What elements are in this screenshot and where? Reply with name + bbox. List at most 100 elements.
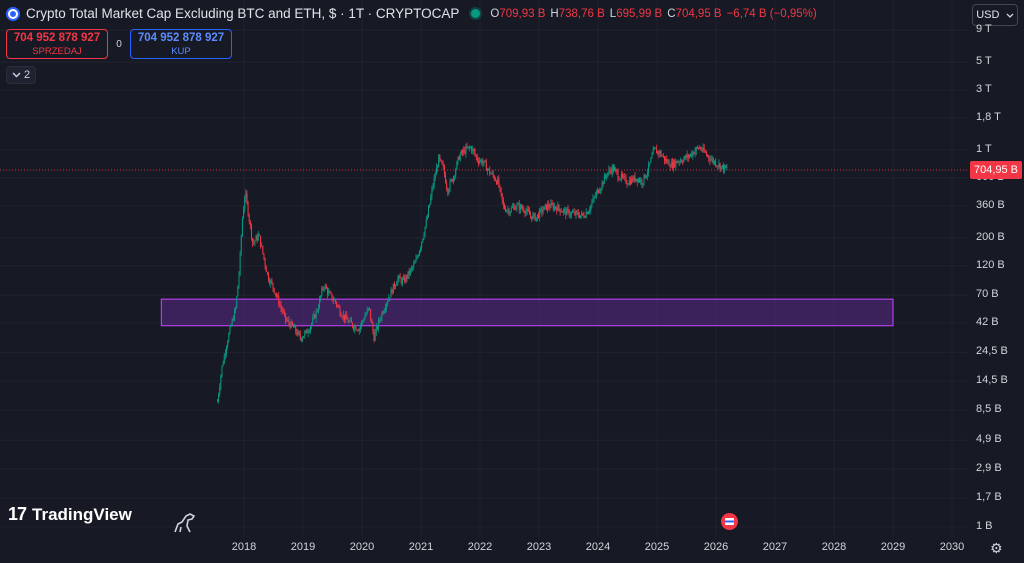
x-tick-label: 2025 [644, 541, 670, 553]
candle [429, 203, 431, 208]
candle [573, 208, 575, 213]
candle [433, 173, 435, 189]
candle [656, 144, 658, 154]
candle-body [332, 299, 334, 301]
candle-body [279, 304, 281, 306]
candle [715, 158, 717, 168]
candle [604, 173, 606, 180]
candle-body [388, 297, 390, 302]
candle [298, 330, 300, 336]
candle-body [288, 319, 290, 324]
candle [269, 277, 271, 286]
candle-body [355, 326, 357, 331]
candle [488, 168, 490, 171]
candle [513, 202, 515, 210]
candle-body [226, 347, 228, 354]
candle-body [391, 289, 393, 294]
candle [395, 284, 397, 290]
candle [348, 319, 350, 324]
candle-body [306, 329, 308, 334]
candle [412, 265, 414, 272]
candle [722, 162, 724, 174]
candle [584, 215, 586, 219]
economic-event-flag-icon[interactable] [721, 513, 738, 530]
candle-body [237, 285, 239, 297]
candle-body [657, 151, 659, 154]
candle-body [252, 238, 254, 243]
candle-body [465, 146, 467, 154]
candle [454, 174, 456, 182]
candle [465, 143, 467, 158]
candle-body [233, 310, 235, 321]
candle-body [350, 319, 352, 323]
symbol-title[interactable]: Crypto Total Market Cap Excluding BTC an… [26, 6, 460, 21]
candle [691, 150, 693, 158]
indicators-collapse-button[interactable]: 2 [6, 66, 36, 84]
currency-selector[interactable]: USD [972, 4, 1018, 26]
candle [524, 210, 526, 218]
candle-body [700, 147, 702, 150]
candle-body [708, 155, 710, 159]
candle-body [488, 168, 490, 170]
candle [719, 162, 721, 173]
gear-icon[interactable]: ⚙ [990, 540, 1003, 556]
candle [324, 283, 326, 291]
candle-body [403, 277, 405, 280]
y-tick-label: 1,7 B [976, 491, 1002, 504]
candle-body [477, 160, 479, 163]
candle-body [591, 202, 593, 206]
candle-body [694, 150, 696, 155]
candle [522, 204, 524, 212]
candle [684, 155, 686, 161]
candle [370, 308, 372, 322]
candle [456, 160, 458, 170]
candle [679, 157, 681, 164]
candle [229, 324, 231, 335]
y-tick-label: 1 B [976, 520, 993, 532]
tradingview-logo[interactable]: 17 TradingView [8, 504, 132, 525]
candle-body [415, 258, 417, 263]
candle-body [330, 292, 332, 294]
candle-body [327, 288, 329, 295]
support-zone-rectangle[interactable] [160, 298, 894, 327]
candle-body [483, 160, 485, 163]
candle [380, 315, 382, 323]
candle-body [253, 242, 255, 244]
candle-body [424, 226, 426, 235]
candle-body [455, 169, 457, 176]
buy-button[interactable]: 704 952 878 927 KUP [130, 29, 232, 59]
candle [602, 181, 604, 188]
candle-body [309, 326, 311, 331]
sell-button[interactable]: 704 952 878 927 SPRZEDAJ [6, 29, 108, 59]
candle [286, 317, 288, 322]
candle-body [679, 160, 681, 163]
candle [265, 265, 267, 273]
y-tick-label: 2,9 B [976, 461, 1002, 474]
candle [445, 171, 447, 184]
y-tick-label: 1,8 T [976, 110, 1001, 123]
cryptocap-icon[interactable] [6, 6, 20, 21]
candle [322, 285, 324, 292]
candle [220, 374, 222, 391]
candle-body [323, 288, 325, 289]
candle [705, 150, 707, 157]
candle [525, 207, 527, 216]
candle [700, 146, 702, 152]
candle-body [485, 162, 487, 171]
candle [327, 286, 329, 299]
candle-body [298, 331, 300, 334]
candle-body [338, 305, 340, 308]
candle [250, 223, 252, 241]
dino-icon[interactable] [172, 510, 198, 534]
candle [333, 297, 335, 301]
candle-body [240, 235, 242, 253]
candle-body [649, 162, 651, 165]
candle-body [514, 206, 516, 210]
candle-body [283, 311, 285, 314]
candle-body [500, 187, 502, 194]
candle [260, 235, 262, 249]
candle-body [519, 205, 521, 211]
candle [407, 271, 409, 280]
market-status-icon[interactable] [471, 9, 481, 18]
